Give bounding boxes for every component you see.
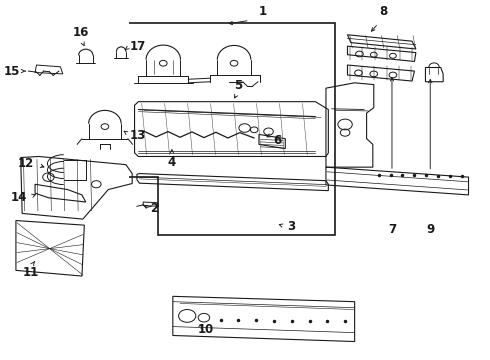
- Text: 6: 6: [273, 134, 282, 147]
- Text: 4: 4: [168, 157, 176, 170]
- Text: 8: 8: [379, 5, 388, 18]
- Text: 7: 7: [388, 224, 396, 237]
- Text: 13: 13: [130, 129, 146, 141]
- Text: 15: 15: [3, 64, 20, 77]
- Text: 11: 11: [23, 266, 39, 279]
- Text: 17: 17: [130, 40, 146, 53]
- Text: 3: 3: [287, 220, 295, 233]
- Text: 14: 14: [11, 191, 27, 204]
- Text: 12: 12: [18, 157, 34, 170]
- Text: 16: 16: [73, 26, 89, 39]
- Text: 10: 10: [198, 323, 214, 336]
- Text: 1: 1: [259, 5, 267, 18]
- Text: 9: 9: [426, 224, 434, 237]
- Text: 2: 2: [150, 202, 158, 215]
- Text: 5: 5: [234, 79, 242, 92]
